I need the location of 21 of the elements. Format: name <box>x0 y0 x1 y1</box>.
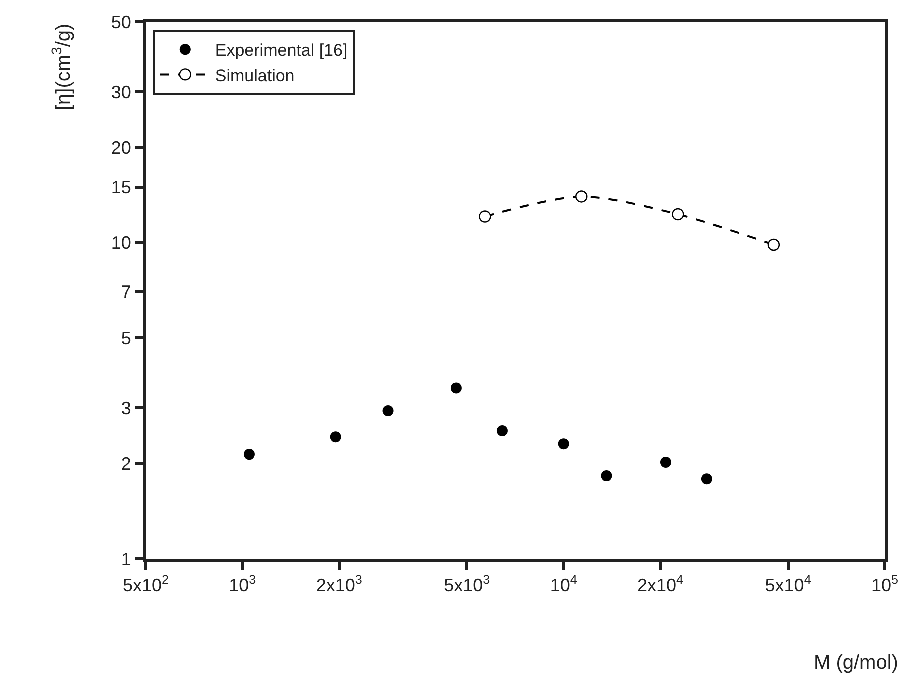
x-axis-title: M (g/mol) <box>814 652 898 674</box>
x-tick-label: 10$^{5}$ <box>871 573 899 596</box>
x-tick-label: 2x10$^{3}$ <box>316 573 362 596</box>
legend-label: Simulation <box>215 66 295 86</box>
y-tick-label: 20 <box>111 138 132 158</box>
y-tick-label: 1 <box>121 549 132 570</box>
x-tick-label: 2x10$^{4}$ <box>637 573 684 596</box>
y-tick-label: 15 <box>111 178 132 198</box>
y-tick-label: 7 <box>121 282 132 302</box>
y-tick-label: 5 <box>121 328 132 348</box>
y-tick-label: 10 <box>111 233 132 254</box>
x-tick-label: 5x10$^{3}$ <box>444 573 490 596</box>
y-tick-label: 2 <box>121 454 132 474</box>
x-tick-label: 5x10$^{2}$ <box>122 573 170 596</box>
x-tick-label: 10$^{4}$ <box>550 573 578 596</box>
x-tick-label: 10$^{3}$ <box>229 573 256 596</box>
y-tick-label: 3 <box>121 398 132 418</box>
y-tick-label: 50 <box>111 12 132 32</box>
y-tick-label: 30 <box>111 82 132 102</box>
legend-label: Experimental [16] <box>215 41 348 60</box>
x-tick-label: 5x10$^{4}$ <box>765 573 812 596</box>
